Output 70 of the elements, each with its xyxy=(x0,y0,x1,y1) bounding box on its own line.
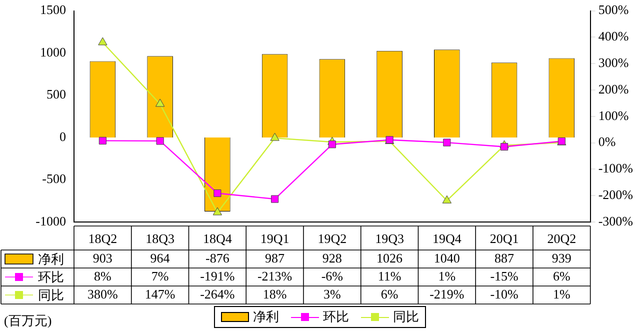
point xyxy=(442,195,452,204)
y2-tick-label: -100% xyxy=(598,160,634,176)
data-label: 8% xyxy=(94,268,112,284)
x-tick-label: 18Q2 xyxy=(88,231,118,246)
point xyxy=(98,136,106,144)
point xyxy=(98,37,108,46)
data-label: 6% xyxy=(380,286,398,302)
y2-tick-label: -300% xyxy=(598,213,634,228)
data-label: 903 xyxy=(92,250,112,266)
data-label: 987 xyxy=(265,250,286,266)
data-label: 18% xyxy=(262,286,287,302)
data-label: 11% xyxy=(378,268,402,284)
point xyxy=(271,195,279,203)
data-label: -876 xyxy=(206,250,230,266)
point xyxy=(443,138,451,146)
data-label: -6% xyxy=(321,268,344,284)
data-label: 1026 xyxy=(376,250,404,266)
x-tick-label: 19Q4 xyxy=(432,231,462,246)
data-label: 3% xyxy=(324,286,341,302)
data-label: 1040 xyxy=(434,250,460,266)
x-tick-label: 19Q3 xyxy=(375,231,404,246)
y-tick-label: 1500 xyxy=(40,2,66,18)
data-label: 7% xyxy=(151,268,169,284)
point xyxy=(212,207,222,216)
data-label: -10% xyxy=(490,286,519,302)
text: 同比 xyxy=(393,309,419,324)
y2-tick-label: 500% xyxy=(598,2,629,18)
data-label: 887 xyxy=(494,250,515,266)
data-label: 147% xyxy=(144,286,176,302)
x-tick-label: 18Q4 xyxy=(202,231,232,246)
point xyxy=(155,98,165,107)
data-label: 939 xyxy=(552,250,572,266)
text: 净利 xyxy=(253,309,279,324)
legend-label: 净利 xyxy=(38,251,64,266)
x-tick-label: 19Q1 xyxy=(260,231,290,246)
data-label: 6% xyxy=(552,268,570,284)
point xyxy=(270,132,280,141)
legend-label: 同比 xyxy=(38,287,64,302)
y2-tick-label: 100% xyxy=(598,108,629,123)
y2-tick-label: -200% xyxy=(598,187,634,202)
point xyxy=(328,140,336,148)
data-label: 928 xyxy=(322,250,342,266)
x-tick-label: 20Q1 xyxy=(490,231,519,246)
data-label: 964 xyxy=(150,250,170,266)
data-label: 1% xyxy=(438,268,456,284)
data-label: -191% xyxy=(200,268,235,284)
y2-tick-label: 400% xyxy=(598,28,629,44)
y-tick-label: -1000 xyxy=(36,213,66,228)
point xyxy=(214,189,222,198)
data-label: -264% xyxy=(200,286,235,302)
data-label: 1% xyxy=(552,286,570,302)
x-tick-label: 20Q2 xyxy=(547,231,576,246)
text: 环比 xyxy=(323,309,349,324)
y-tick-label: 500 xyxy=(46,86,66,102)
y2-tick-label: 300% xyxy=(598,55,629,70)
legend-label: 环比 xyxy=(38,269,64,284)
data-label: -219% xyxy=(430,286,464,302)
y-tick-label: 1000 xyxy=(40,44,66,60)
y2-tick-label: 0% xyxy=(598,134,616,150)
text: (百万元) xyxy=(4,312,52,328)
point xyxy=(156,137,164,145)
data-label: -15% xyxy=(490,268,519,284)
data-label: 380% xyxy=(88,286,118,302)
data-label: -213% xyxy=(257,268,292,284)
y-tick-label: 0 xyxy=(60,128,66,144)
y2-tick-label: 200% xyxy=(598,81,629,96)
y-tick-label: -500 xyxy=(42,171,66,186)
point xyxy=(500,142,508,151)
x-tick-label: 19Q2 xyxy=(318,231,347,246)
x-tick-label: 18Q3 xyxy=(146,231,174,246)
